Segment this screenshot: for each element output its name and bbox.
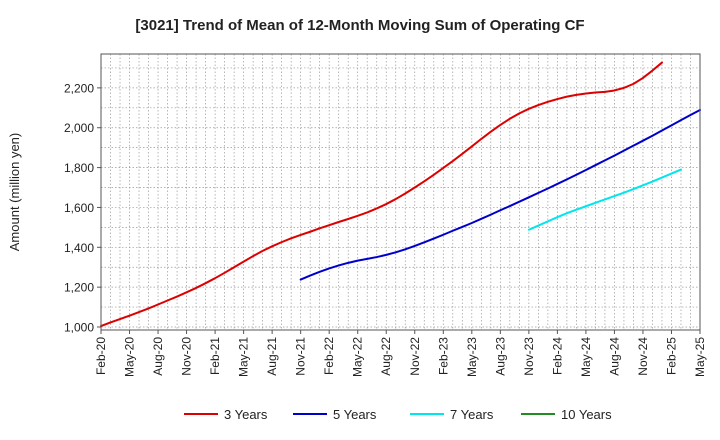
x-tick-label: Aug-20 [151, 337, 165, 376]
y-axis: 1,000 1,200 1,400 1,600 1,800 2,000 2,200 [64, 81, 101, 335]
plot-frame [100, 53, 701, 331]
x-tick-label: Nov-23 [522, 337, 536, 376]
x-axis: Feb-20 May-20 Aug-20 Nov-20 Feb-21 May-21 Aug-… [94, 330, 707, 377]
x-tick-label: Nov-22 [408, 337, 422, 376]
legend: 3 Years 5 Years 7 Years 10 Years [184, 407, 612, 422]
series-line-7-years [527, 168, 682, 231]
x-tick-label: May-22 [351, 337, 365, 377]
legend-label-7-years: 7 Years [450, 407, 494, 422]
series-line-3-years [100, 61, 663, 328]
chart-title: [3021] Trend of Mean of 12-Month Moving … [135, 17, 584, 34]
x-tick-label: Nov-24 [636, 337, 650, 376]
grid-lines [101, 54, 700, 330]
legend-label-5-years: 5 Years [333, 407, 377, 422]
x-tick-label: Feb-23 [436, 337, 450, 375]
x-tick-label: Feb-21 [208, 337, 222, 375]
x-tick-label: Aug-21 [265, 337, 279, 376]
x-tick-label: Nov-21 [294, 337, 308, 376]
x-tick-label: Feb-20 [94, 337, 108, 375]
series-lines [100, 61, 701, 328]
y-tick-label: 1,400 [64, 241, 94, 255]
x-tick-label: May-23 [465, 337, 479, 377]
x-tick-label: Aug-22 [379, 337, 393, 376]
legend-label-3-years: 3 Years [224, 407, 268, 422]
x-tick-label: May-24 [579, 337, 593, 377]
y-tick-label: 2,200 [64, 81, 94, 95]
x-tick-label: Aug-24 [607, 337, 621, 376]
x-tick-label: Feb-24 [550, 337, 564, 375]
x-tick-label: Aug-23 [493, 337, 507, 376]
plot-area [101, 54, 700, 330]
y-tick-label: 2,000 [64, 121, 94, 135]
x-tick-label: Feb-22 [322, 337, 336, 375]
x-tick-label: Nov-20 [180, 337, 194, 376]
y-tick-label: 1,000 [64, 321, 94, 335]
x-tick-label: May-20 [123, 337, 137, 377]
y-axis-label: Amount (million yen) [7, 133, 22, 252]
series-line-5-years [299, 109, 701, 281]
y-tick-label: 1,800 [64, 161, 94, 175]
y-tick-label: 1,600 [64, 201, 94, 215]
legend-label-10-years: 10 Years [561, 407, 612, 422]
x-tick-label: Feb-25 [664, 337, 678, 375]
x-tick-label: May-25 [693, 337, 707, 377]
x-tick-label: May-21 [237, 337, 251, 377]
y-tick-label: 1,200 [64, 281, 94, 295]
